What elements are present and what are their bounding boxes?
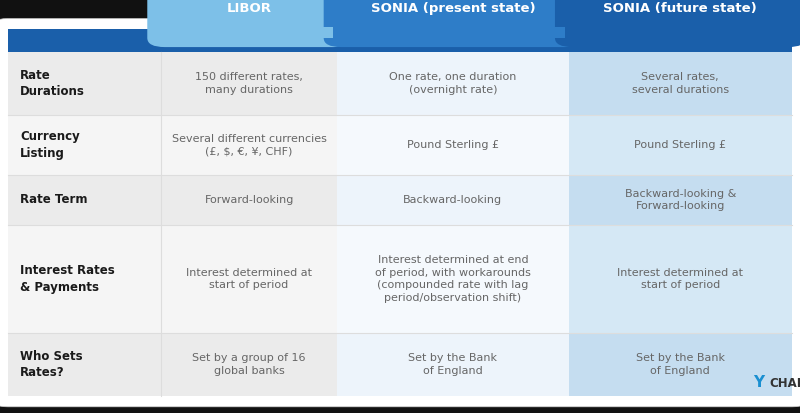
- Text: Pound Sterling £: Pound Sterling £: [407, 140, 499, 150]
- Bar: [8, 225, 161, 333]
- Bar: [768, 29, 792, 47]
- Bar: [569, 175, 792, 225]
- Text: Interest determined at
start of period: Interest determined at start of period: [618, 268, 743, 290]
- Bar: [569, 115, 792, 175]
- Bar: [161, 115, 338, 175]
- Text: One rate, one duration
(overnight rate): One rate, one duration (overnight rate): [390, 72, 517, 95]
- Bar: [342, 27, 565, 38]
- Bar: [569, 225, 792, 333]
- Text: Several rates,
several durations: Several rates, several durations: [632, 72, 729, 95]
- Text: CHARTS: CHARTS: [770, 377, 800, 390]
- Text: Backward-looking &
Forward-looking: Backward-looking & Forward-looking: [625, 189, 736, 211]
- Text: LIBOR: LIBOR: [226, 2, 271, 15]
- Bar: [161, 52, 338, 115]
- Bar: [8, 29, 792, 52]
- Text: Interest determined at end
of period, with workarounds
(compounded rate with lag: Interest determined at end of period, wi…: [375, 255, 531, 303]
- Text: SONIA (present state): SONIA (present state): [370, 2, 535, 15]
- Bar: [338, 225, 569, 333]
- Text: Who Sets
Rates?: Who Sets Rates?: [20, 350, 82, 380]
- Bar: [573, 27, 788, 38]
- Text: Set by the Bank
of England: Set by the Bank of England: [409, 353, 498, 376]
- Bar: [8, 52, 161, 115]
- Bar: [338, 115, 569, 175]
- Text: Pound Sterling £: Pound Sterling £: [634, 140, 726, 150]
- Bar: [165, 27, 334, 38]
- Text: Several different currencies
(£, $, €, ¥, CHF): Several different currencies (£, $, €, ¥…: [172, 133, 326, 157]
- Bar: [161, 333, 338, 396]
- FancyBboxPatch shape: [555, 0, 800, 47]
- Text: SONIA (future state): SONIA (future state): [603, 2, 757, 15]
- Bar: [8, 115, 161, 175]
- Bar: [161, 225, 338, 333]
- Bar: [569, 333, 792, 396]
- Text: Set by the Bank
of England: Set by the Bank of England: [636, 353, 725, 376]
- Bar: [338, 333, 569, 396]
- Text: Forward-looking: Forward-looking: [204, 195, 294, 205]
- Bar: [569, 52, 792, 115]
- Text: 150 different rates,
many durations: 150 different rates, many durations: [195, 72, 303, 95]
- Text: Interest determined at
start of period: Interest determined at start of period: [186, 268, 312, 290]
- Text: Interest Rates
& Payments: Interest Rates & Payments: [20, 264, 114, 294]
- Bar: [8, 175, 161, 225]
- Text: Rate
Durations: Rate Durations: [20, 69, 85, 98]
- Bar: [338, 52, 569, 115]
- Text: Set by a group of 16
global banks: Set by a group of 16 global banks: [192, 353, 306, 376]
- Bar: [338, 175, 569, 225]
- FancyBboxPatch shape: [324, 0, 582, 47]
- Text: Currency
Listing: Currency Listing: [20, 130, 80, 160]
- Text: Rate Term: Rate Term: [20, 193, 87, 206]
- Text: Y: Y: [753, 375, 764, 390]
- FancyBboxPatch shape: [147, 0, 351, 47]
- Text: Backward-looking: Backward-looking: [403, 195, 502, 205]
- FancyBboxPatch shape: [0, 19, 800, 407]
- Bar: [8, 333, 161, 396]
- Bar: [161, 175, 338, 225]
- Bar: [8, 29, 32, 47]
- Bar: [28, 29, 772, 52]
